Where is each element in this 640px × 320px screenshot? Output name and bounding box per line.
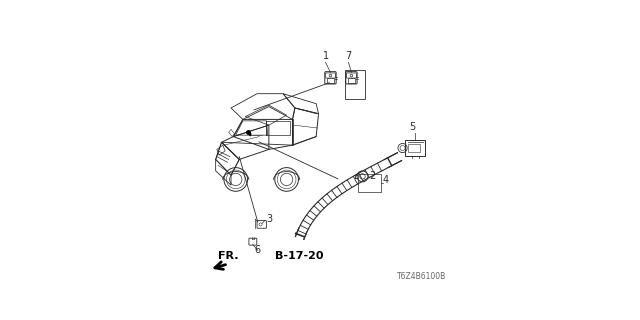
Text: 1: 1: [323, 51, 328, 61]
Text: 5: 5: [410, 122, 415, 132]
Text: 2: 2: [369, 171, 376, 181]
Text: 6: 6: [255, 245, 261, 255]
Bar: [344, 70, 365, 99]
Text: 7: 7: [346, 51, 351, 61]
Text: 4: 4: [383, 175, 389, 185]
Bar: [358, 174, 381, 192]
Bar: [408, 144, 420, 152]
Text: T6Z4B6100B: T6Z4B6100B: [397, 272, 446, 281]
Text: 3: 3: [266, 214, 272, 224]
Text: FR.: FR.: [218, 252, 239, 261]
Text: B-17-20: B-17-20: [275, 251, 324, 261]
